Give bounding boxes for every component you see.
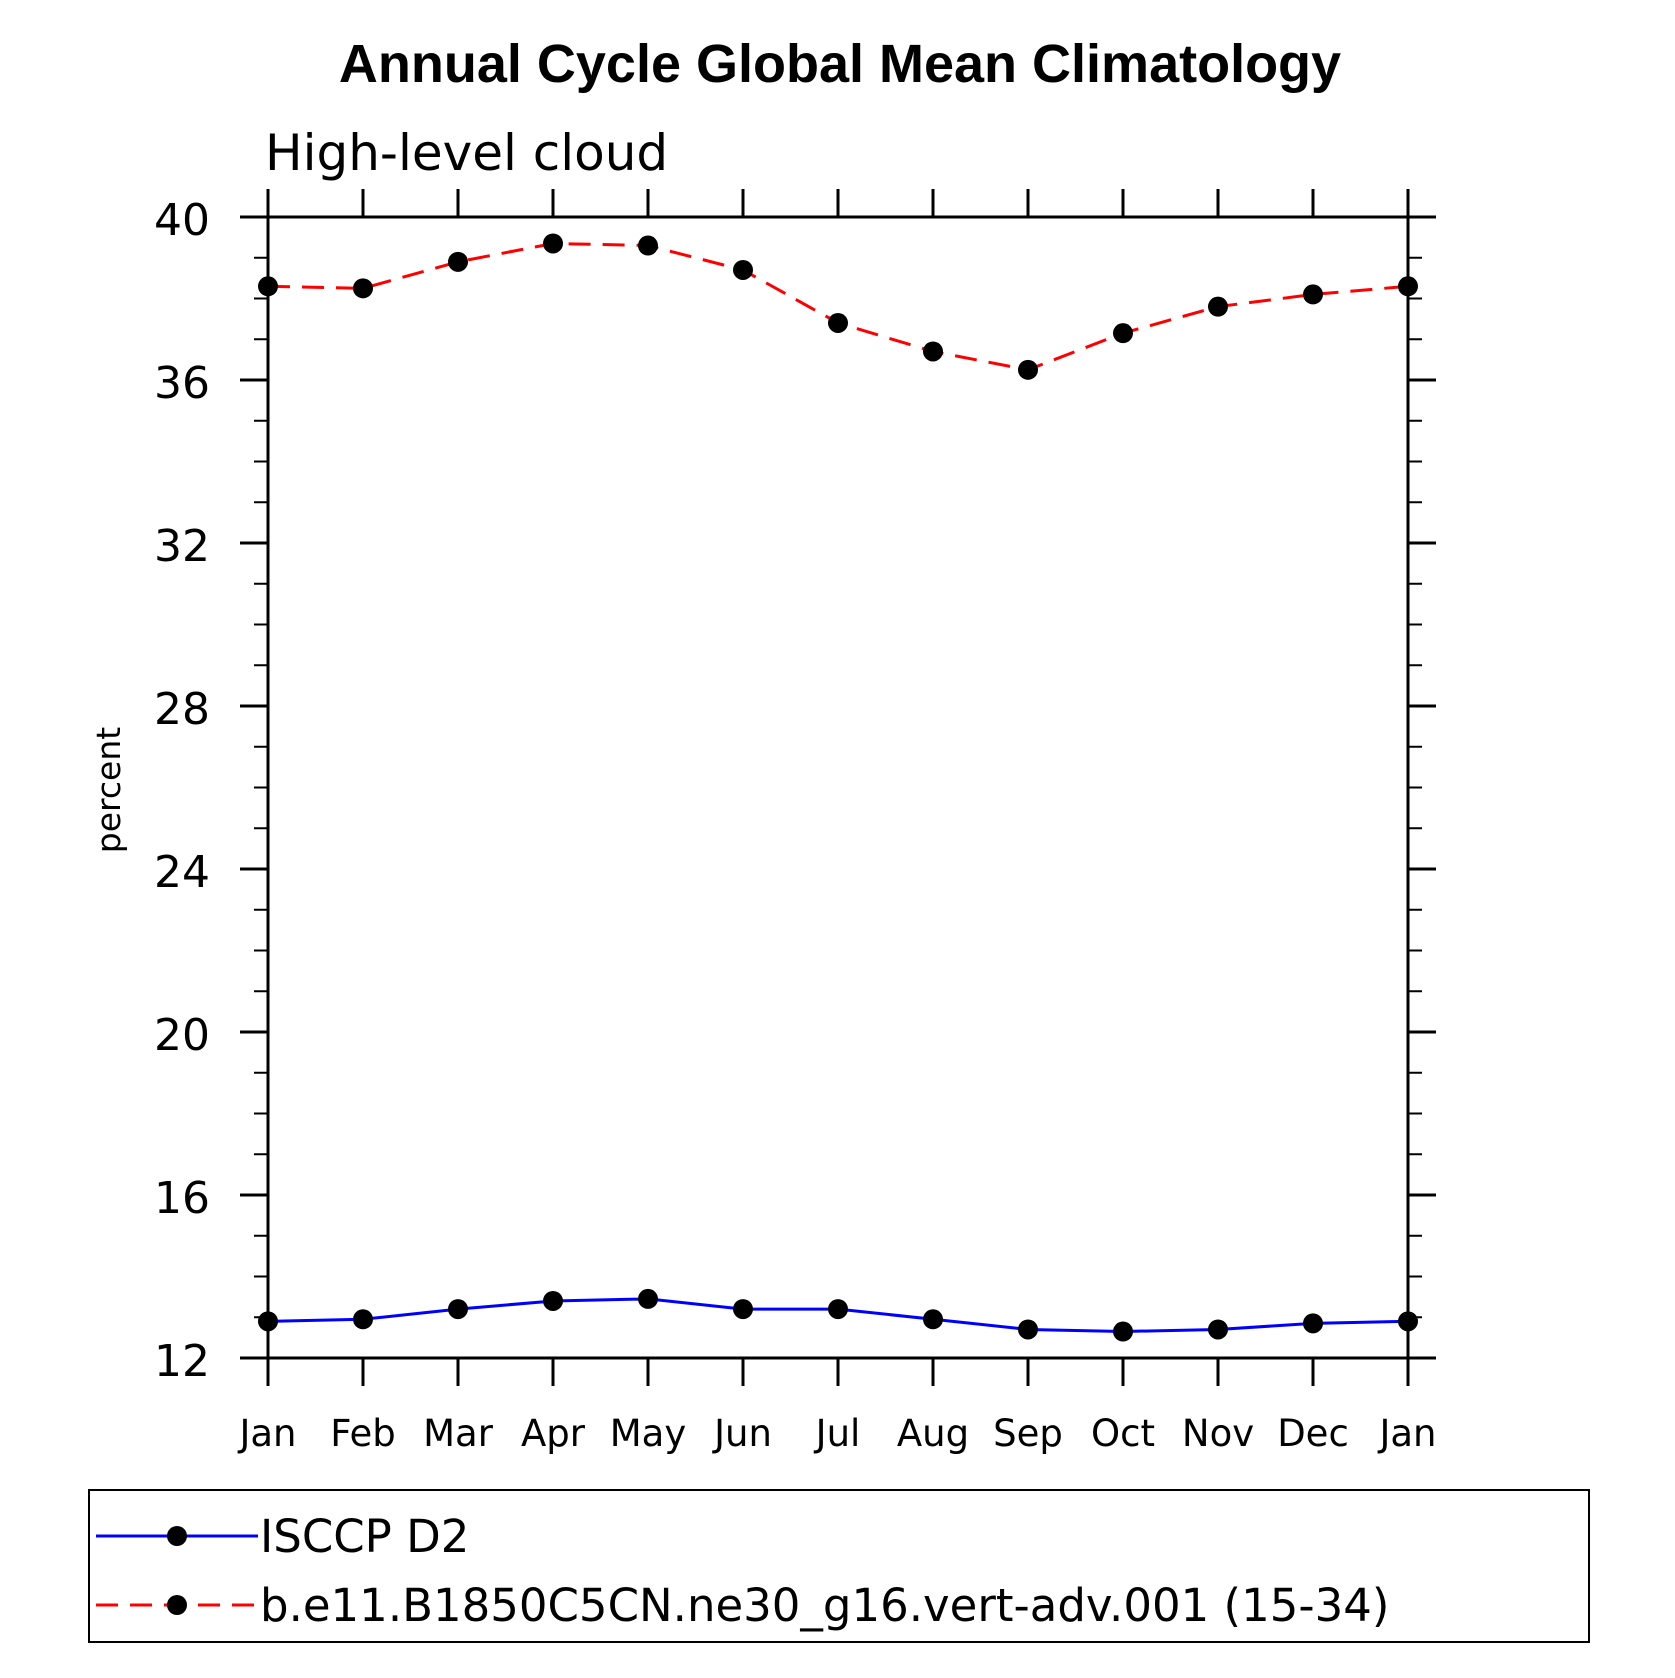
data-point [353,278,373,299]
chart-title: Annual Cycle Global Mean Climatology [339,34,1341,94]
series-layer [258,233,1418,1342]
data-point [353,1309,373,1330]
data-point [543,1290,563,1311]
x-tick-label: Sep [993,1412,1063,1455]
data-point [1303,1313,1323,1334]
x-tick-label: Jul [814,1412,861,1455]
y-axis-label: percent [89,727,128,853]
data-point [733,259,753,280]
data-point [638,1288,658,1309]
data-point [543,233,563,254]
y-tick-label: 16 [154,1173,210,1224]
data-point [1208,1319,1228,1340]
series-line [267,241,1409,372]
data-point [1113,323,1133,344]
x-tick-label: Dec [1277,1412,1349,1455]
data-point [448,1299,468,1320]
data-point [258,1311,278,1332]
x-tick-label: Feb [330,1412,396,1455]
data-point [1398,1311,1418,1332]
data-point [1018,1319,1038,1340]
x-tick-label: Jan [1377,1412,1436,1455]
plot-frame [266,215,1410,1360]
legend-label: b.e11.B1850C5CN.ne30_g16.vert-adv.001 (1… [260,1579,1389,1632]
y-tick-label: 40 [154,195,210,246]
data-point [448,251,468,272]
y-tick-label: 36 [154,358,210,409]
y-tick-label: 28 [154,684,210,735]
legend-label: ISCCP D2 [260,1510,469,1563]
chart-subtitle: High-level cloud [265,124,668,182]
series-1 [258,1288,1418,1342]
legend-marker [167,1595,187,1615]
x-tick-label: Mar [423,1412,494,1455]
data-point [733,1299,753,1320]
data-point [1018,359,1038,380]
x-tick-label: Nov [1182,1412,1254,1455]
data-point [828,1299,848,1320]
x-tick-label: Oct [1091,1412,1155,1455]
y-tick-label: 20 [154,1010,210,1061]
data-point [923,1309,943,1330]
legend: ISCCP D2 b.e11.B1850C5CN.ne30_g16.vert-ad… [88,1489,1590,1643]
data-point [638,235,658,256]
data-point [923,341,943,362]
x-tick-label: Aug [897,1412,969,1455]
series-2 [258,233,1418,380]
x-tick-label: Apr [521,1412,586,1455]
legend-marker [167,1526,187,1546]
legend-box [88,1489,1590,1643]
y-tick-label: 12 [154,1336,210,1387]
x-tick-label: Jun [712,1412,772,1455]
y-tick-label: 24 [154,847,210,898]
data-point [1113,1321,1133,1342]
x-tick-label: May [610,1412,687,1455]
data-point [258,276,278,297]
axis-ticks: Jan Feb Mar Apr May Jun Jul Aug Sep Oct Nov Dec Jan 1… [154,189,1437,1455]
data-point [1398,276,1418,297]
x-tick-label: Jan [237,1412,296,1455]
data-point [1208,296,1228,317]
data-point [1303,284,1323,305]
y-tick-label: 32 [154,521,210,572]
data-point [828,312,848,333]
